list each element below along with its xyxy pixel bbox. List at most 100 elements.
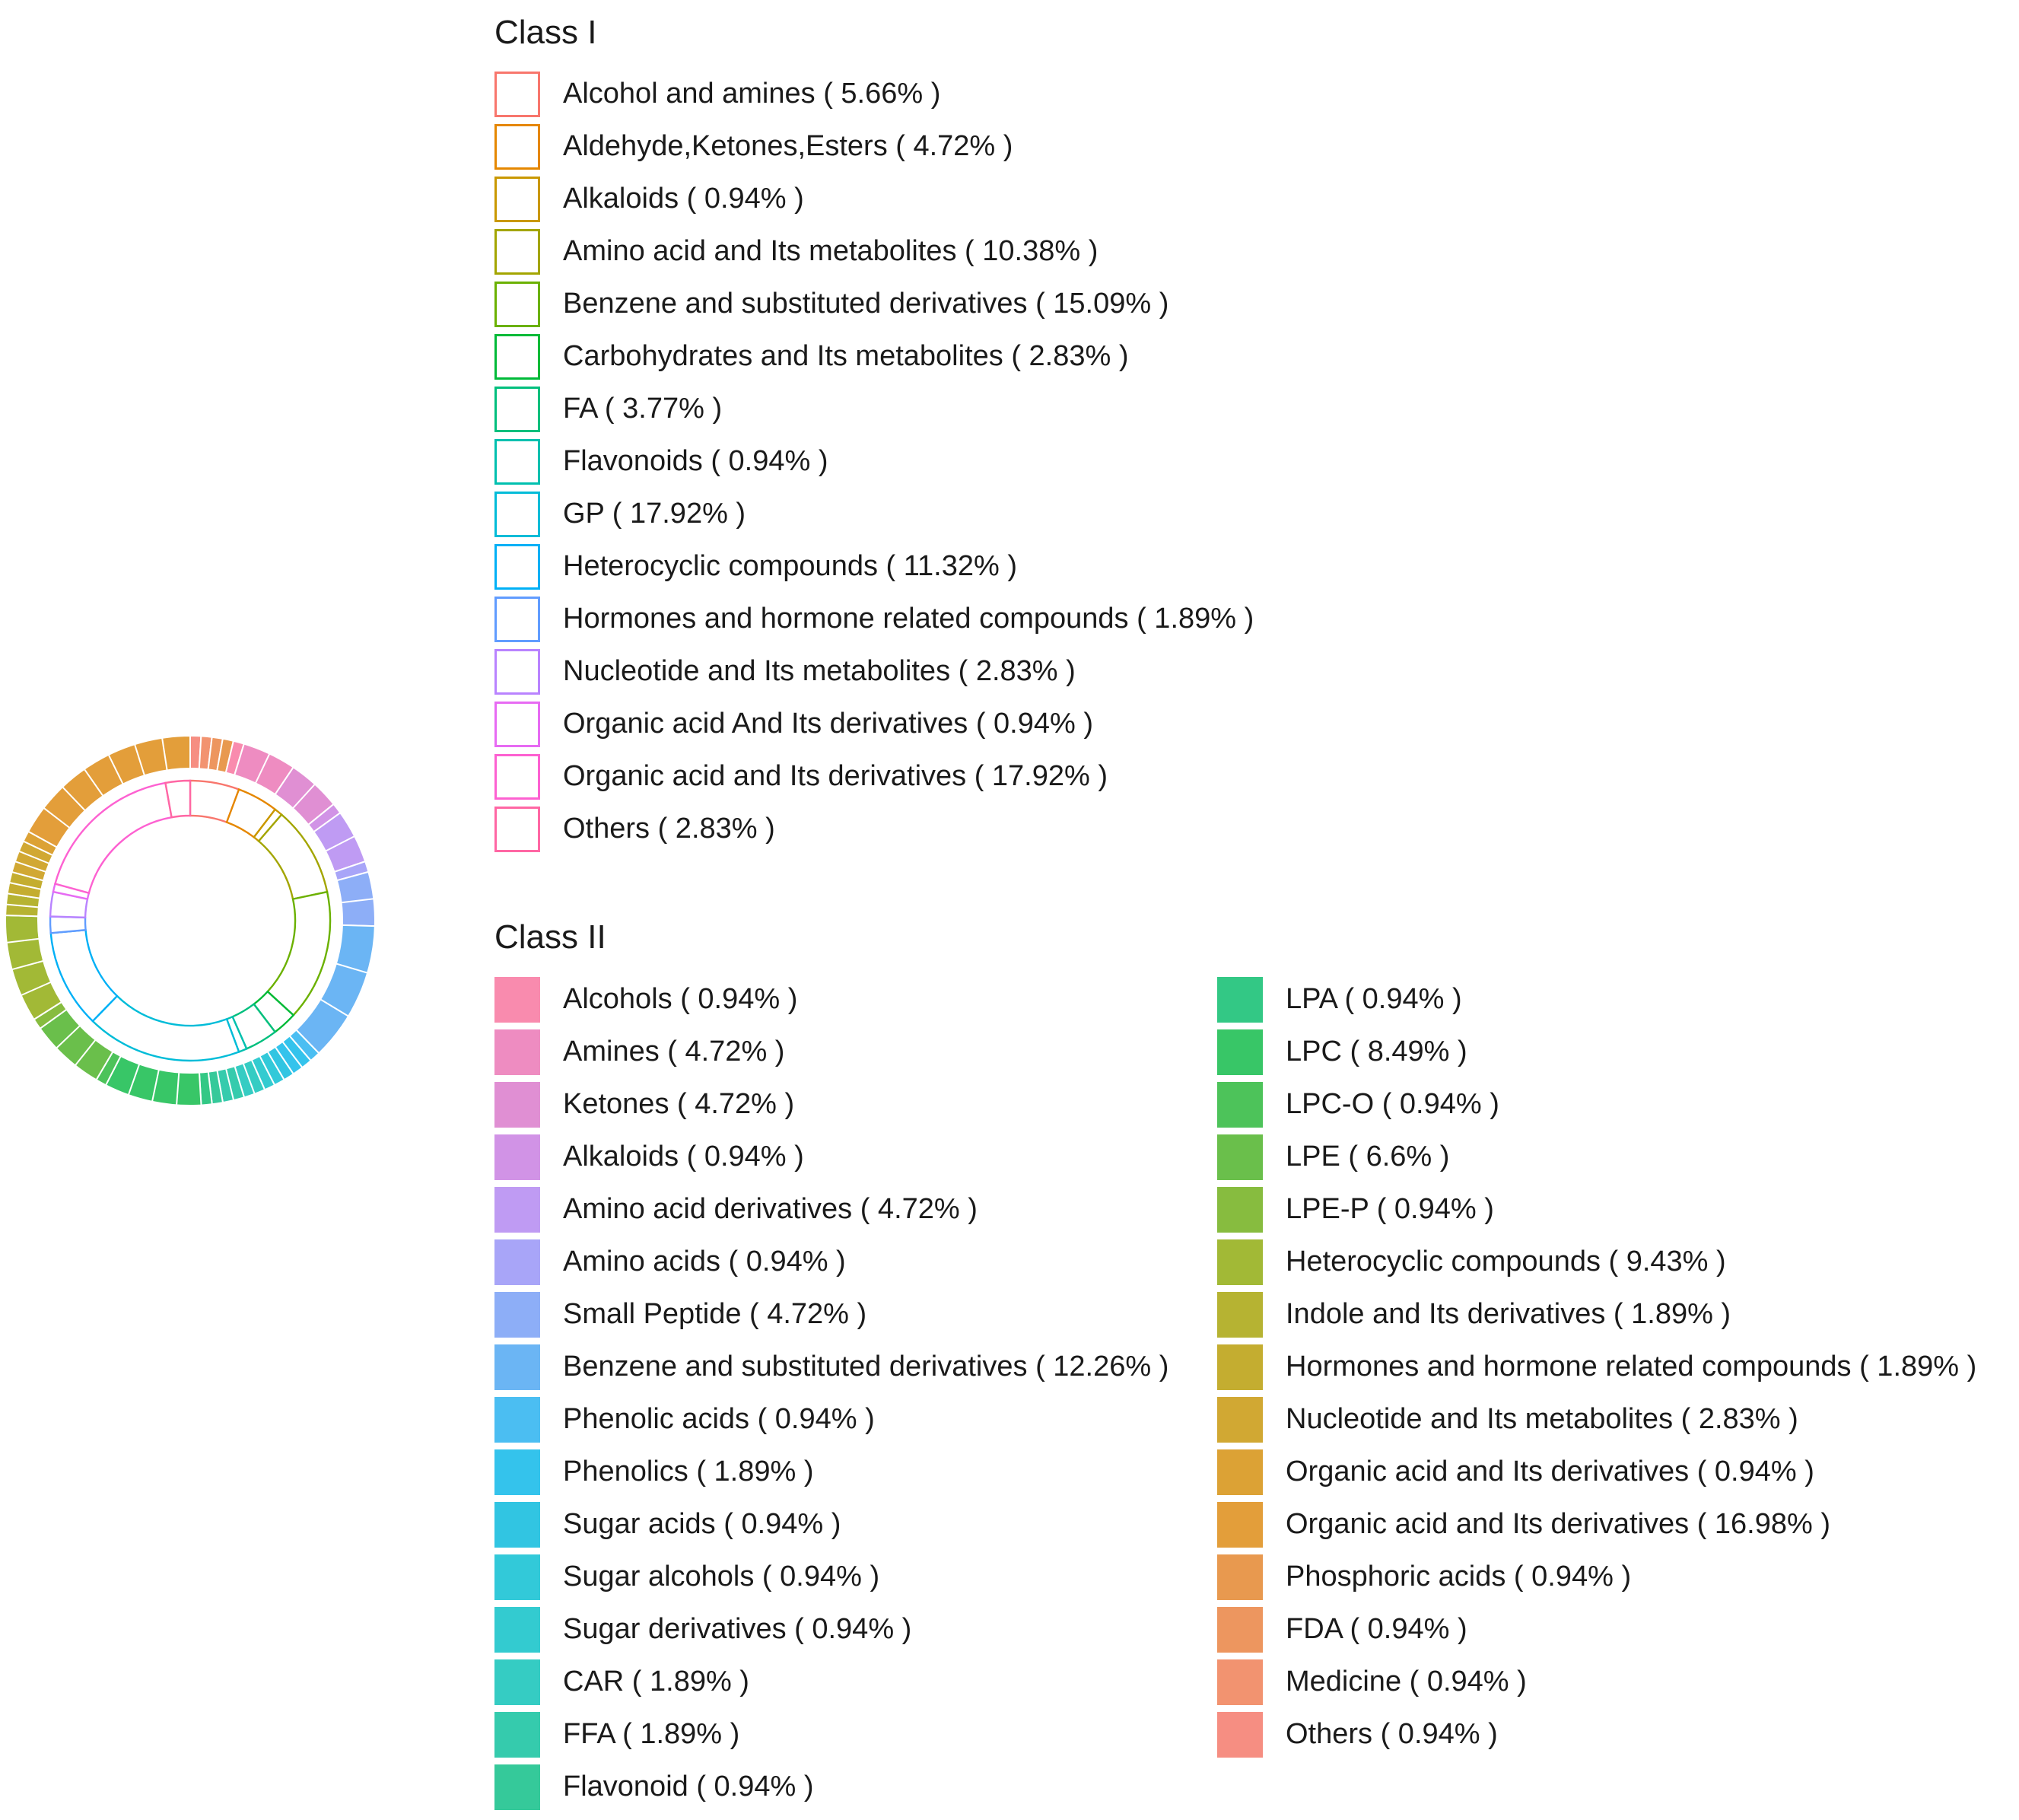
legend-key-amino-acids	[494, 1239, 540, 1285]
legend-label: Amino acid derivatives ( 4.72% )	[563, 1193, 978, 1225]
legend-item-ffa: FFA ( 1.89% )	[494, 1708, 1168, 1761]
inner-ring-class-i	[49, 779, 332, 1062]
legend-key-nucleotide-and-its-metabolites	[1217, 1396, 1263, 1443]
legend-item-fda: FDA ( 0.94% )	[1217, 1603, 1976, 1656]
legend-title-class-ii: Class II	[494, 918, 606, 956]
legend-label: Sugar acids ( 0.94% )	[563, 1508, 841, 1540]
legend-key-flavonoids	[494, 438, 540, 485]
legend-key-organic-acid-and-its-derivatives	[1217, 1449, 1263, 1495]
outer-slice-divider	[8, 882, 42, 890]
legend-key-amines	[494, 1029, 540, 1075]
legend-item-ketones: Ketones ( 4.72% )	[494, 1078, 1168, 1131]
legend-key-phenolics	[494, 1449, 540, 1495]
legend-item-nucleotide-and-its-metabolites: Nucleotide and Its metabolites ( 2.83% )	[1217, 1393, 1976, 1446]
legend-label: Amines ( 4.72% )	[563, 1036, 785, 1068]
outer-slice-divider	[127, 1064, 141, 1096]
legend-key-heterocyclic-compounds	[494, 543, 540, 590]
sunburst-chart	[5, 734, 376, 1106]
outer-slice-divider	[5, 903, 39, 908]
legend-item-amino-acid-and-its-metabolites: Amino acid and Its metabolites ( 10.38% …	[494, 225, 1254, 278]
legend-key-medicine	[1217, 1659, 1263, 1705]
legend-label: LPC-O ( 0.94% )	[1286, 1088, 1499, 1120]
legend-key-organic-acid-and-its-derivatives	[1217, 1501, 1263, 1548]
legend-item-sugar-derivatives: Sugar derivatives ( 0.94% )	[494, 1603, 1168, 1656]
legend-class-i: Alcohol and amines ( 5.66% ) Aldehyde,Ket…	[494, 68, 1254, 855]
legend-item-gp: GP ( 17.92% )	[494, 488, 1254, 540]
legend-key-lpc-o	[1217, 1081, 1263, 1128]
outer-slice-divider	[11, 959, 44, 971]
outer-slice-divider	[62, 786, 86, 812]
inner-slice-gp	[91, 994, 240, 1062]
legend-key-alkaloids	[494, 1134, 540, 1180]
legend-label: FDA ( 0.94% )	[1286, 1613, 1467, 1645]
legend-key-flavonoid	[494, 1764, 540, 1810]
legend-item-phenolic-acids: Phenolic acids ( 0.94% )	[494, 1393, 1168, 1446]
inner-slice-hormones-and-hormone-related-compounds	[49, 915, 87, 934]
legend-label: Flavonoid ( 0.94% )	[563, 1771, 814, 1803]
legend-label: Small Peptide ( 4.72% )	[563, 1298, 867, 1330]
outer-slice-divider	[320, 998, 349, 1017]
legend-item-flavonoids: Flavonoids ( 0.94% )	[494, 435, 1254, 488]
legend-label: Flavonoids ( 0.94% )	[563, 445, 828, 477]
legend-key-alcohols	[494, 976, 540, 1023]
legend-key-sugar-alcohols	[494, 1554, 540, 1600]
legend-item-lpc: LPC ( 8.49% )	[1217, 1026, 1976, 1078]
legend-class-ii-column-1: Alcohols ( 0.94% ) Amines ( 4.72% ) Ketone…	[494, 973, 1168, 1813]
legend-key-others	[1217, 1711, 1263, 1758]
legend-label: Medicine ( 0.94% )	[1286, 1666, 1527, 1698]
outer-slice-divider	[83, 768, 104, 797]
legend-title-class-i: Class I	[494, 14, 597, 51]
outer-slice-divider	[134, 743, 145, 776]
legend-key-sugar-acids	[494, 1501, 540, 1548]
legend-label: FFA ( 1.89% )	[563, 1718, 740, 1750]
outer-slice-divider	[325, 835, 355, 852]
legend-item-alcohol-and-amines: Alcohol and amines ( 5.66% )	[494, 68, 1254, 120]
outer-slice-divider	[242, 1063, 256, 1095]
inner-slice-others	[164, 779, 192, 819]
legend-item-hormones-and-hormone-related-compounds: Hormones and hormone related compounds (…	[1217, 1341, 1976, 1393]
legend-label: Alcohols ( 0.94% )	[563, 983, 798, 1015]
legend-key-gp	[494, 491, 540, 537]
legend-key-carbohydrates-and-its-metabolites	[494, 333, 540, 380]
legend-item-alkaloids: Alkaloids ( 0.94% )	[494, 173, 1254, 225]
outer-slice-divider	[254, 753, 271, 784]
legend-key-benzene-and-substituted-derivatives	[494, 1344, 540, 1390]
legend-item-aldehyde-ketones-esters: Aldehyde,Ketones,Esters ( 4.72% )	[494, 120, 1254, 173]
legend-label: Nucleotide and Its metabolites ( 2.83% )	[563, 655, 1076, 687]
legend-label: Alkaloids ( 0.94% )	[563, 183, 804, 215]
legend-item-lpe-p: LPE-P ( 0.94% )	[1217, 1183, 1976, 1236]
legend-label: Others ( 0.94% )	[1286, 1718, 1498, 1750]
legend-item-amines: Amines ( 4.72% )	[494, 1026, 1168, 1078]
legend-item-heterocyclic-compounds: Heterocyclic compounds ( 9.43% )	[1217, 1236, 1976, 1288]
outer-slice-divider	[21, 981, 52, 997]
legend-label: Phenolics ( 1.89% )	[563, 1456, 814, 1488]
legend-item-organic-acid-and-its-derivatives: Organic acid and Its derivatives ( 17.92…	[494, 750, 1254, 803]
legend-item-lpa: LPA ( 0.94% )	[1217, 973, 1976, 1026]
legend-item-car: CAR ( 1.89% )	[494, 1656, 1168, 1708]
legend-item-phenolics: Phenolics ( 1.89% )	[494, 1446, 1168, 1498]
legend-label: Organic acid and Its derivatives ( 17.92…	[563, 760, 1108, 792]
legend-key-others	[494, 806, 540, 852]
legend-key-phenolic-acids	[494, 1396, 540, 1443]
legend-key-indole-and-its-derivatives	[1217, 1291, 1263, 1338]
legend-label: LPC ( 8.49% )	[1286, 1036, 1467, 1068]
legend-key-amino-acid-and-its-metabolites	[494, 228, 540, 275]
legend-key-hormones-and-hormone-related-compounds	[1217, 1344, 1263, 1390]
legend-label: Heterocyclic compounds ( 9.43% )	[1286, 1246, 1726, 1278]
legend-key-hormones-and-hormone-related-compounds	[494, 596, 540, 642]
outer-slice-divider	[176, 1072, 180, 1106]
outer-ring-class-ii	[5, 734, 376, 1106]
legend-label: Benzene and substituted derivatives ( 15…	[563, 288, 1169, 320]
legend-key-nucleotide-and-its-metabolites	[494, 648, 540, 695]
outer-slice-divider	[225, 1068, 235, 1101]
legend-key-small-peptide	[494, 1291, 540, 1338]
legend-key-organic-acid-and-its-derivatives	[494, 753, 540, 800]
legend-key-phosphoric-acids	[1217, 1554, 1263, 1600]
outer-slice-divider	[56, 1025, 81, 1049]
outer-slice-divider	[107, 754, 124, 785]
legend-key-lpc	[1217, 1029, 1263, 1075]
legend-key-sugar-derivatives	[494, 1606, 540, 1653]
legend-label: LPE-P ( 0.94% )	[1286, 1193, 1494, 1225]
legend-item-benzene-and-substituted-derivatives: Benzene and substituted derivatives ( 12…	[494, 1341, 1168, 1393]
legend-item-benzene-and-substituted-derivatives: Benzene and substituted derivatives ( 15…	[494, 278, 1254, 330]
